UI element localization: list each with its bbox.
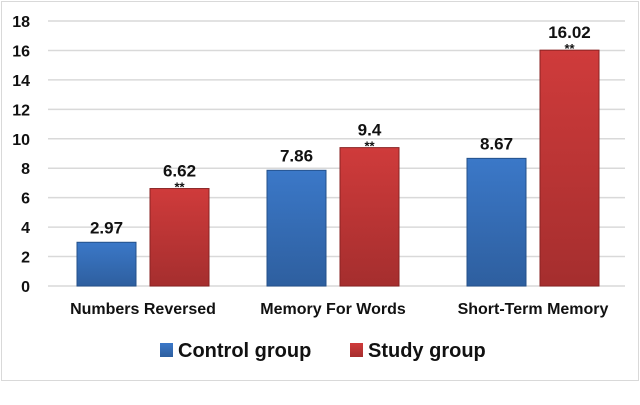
y-tick-label: 0 [21,279,30,296]
data-label: 2.97 [90,218,123,237]
significance-marker: ** [564,41,575,56]
x-category-label: Numbers Reversed [70,301,216,318]
y-tick-label: 10 [12,132,30,149]
bar-study [539,49,600,287]
bar-control [266,169,327,287]
data-label: 8.67 [480,134,513,153]
bar-control [466,157,527,287]
y-tick-label: 12 [12,102,30,119]
legend-label: Control group [178,340,311,362]
y-tick-label: 6 [21,191,30,208]
data-label: 6.62 [163,162,196,181]
x-category-label: Memory For Words [260,301,406,318]
bar-study [339,147,400,287]
y-tick-label: 2 [21,250,30,267]
y-tick-label: 14 [12,73,30,90]
significance-marker: ** [364,139,375,154]
y-tick-label: 4 [21,220,30,237]
x-category-label: Short-Term Memory [458,301,609,318]
significance-marker: ** [174,180,185,195]
legend-swatch-study [350,343,363,357]
bar-study [149,188,210,287]
legend-swatch-control [160,343,173,357]
y-tick-label: 18 [12,14,30,31]
y-tick-label: 8 [21,161,30,178]
legend-label: Study group [368,340,486,362]
data-label: 7.86 [280,146,313,165]
y-tick-label: 16 [12,43,30,60]
data-label: 16.02 [548,23,591,42]
bar-control [76,241,137,287]
chart-frame [1,1,639,381]
data-label: 9.4 [358,121,382,140]
